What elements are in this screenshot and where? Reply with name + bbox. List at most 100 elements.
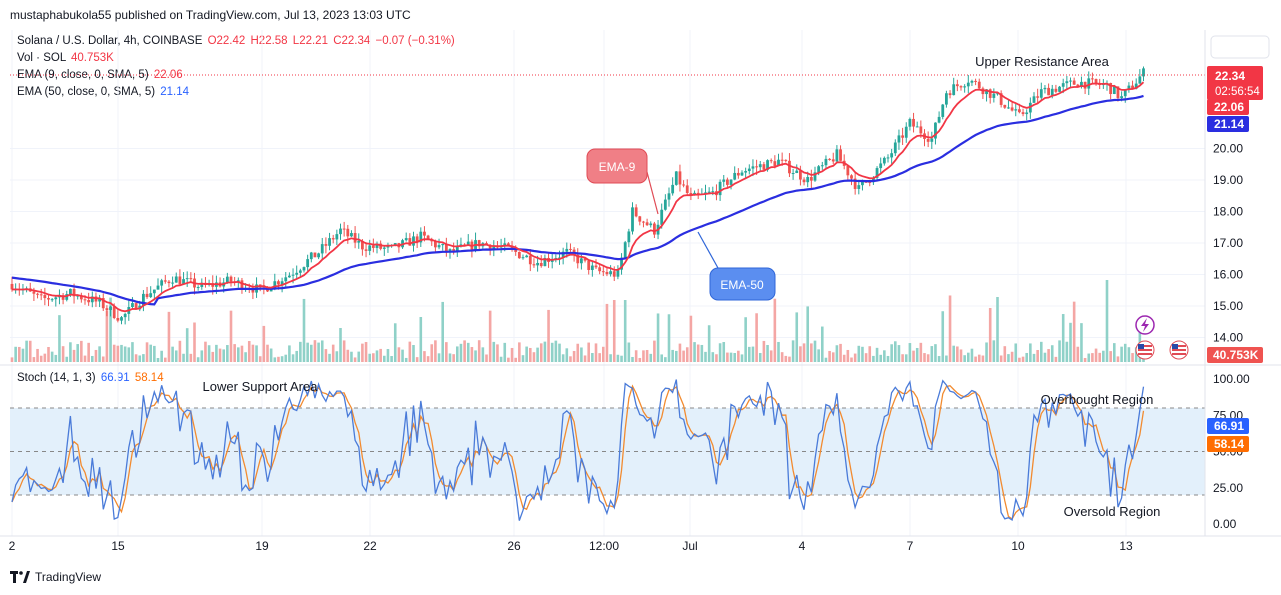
candle-body [912,118,915,127]
volume-bar [153,345,156,362]
volume-bar [160,350,163,362]
volume-bar [554,340,558,362]
volume-bar [503,342,507,362]
symbol-name[interactable]: Solana / U.S. Dollar, 4h, COINBASE [17,35,203,47]
candle-body [941,104,945,117]
ema50-price-label: 21.14 [1207,116,1249,132]
volume-bar [342,340,346,362]
symbol-legend: Solana / U.S. Dollar, 4h, COINBASE O22.4… [17,35,455,47]
volume-bar [693,342,696,362]
volume-bar [127,347,131,362]
volume-bar [923,353,926,362]
candle-body [736,172,740,176]
volume-bar [361,343,364,362]
candle-body [50,299,54,301]
volume-bar [185,328,189,362]
candle-body [594,265,598,268]
candle-body [1007,107,1010,109]
us-flag-event-icon-2[interactable] [1169,340,1189,360]
candle-body [434,241,437,248]
candle-body [10,283,14,290]
candle-body [258,284,262,286]
ema50-callout[interactable]: EMA-50 [697,231,776,301]
ema9-callout[interactable]: EMA-9 [586,148,659,215]
candle-body [379,243,383,249]
volume-bar [120,344,123,362]
candle-body [280,281,284,285]
ema50-label[interactable]: EMA (50, close, 0, SMA, 5) [17,86,156,98]
stoch-label[interactable]: Stoch (14, 1, 3) [17,372,96,384]
volume-bar [233,344,236,362]
candle-body [532,264,536,266]
candle-body [612,271,616,277]
volume-bar [401,349,404,362]
volume-bar [550,342,554,362]
volume-bar [98,346,101,362]
volume-bar [828,350,831,362]
candle-body [1087,78,1091,89]
candle-body [423,231,426,236]
volume-bar [788,356,791,362]
candle-body [543,257,547,267]
volume-bar [412,345,415,362]
candle-body [565,248,569,252]
volume-bar [872,355,875,362]
lightning-icon[interactable] [1135,315,1155,335]
volume-bar [123,346,127,362]
volume-bar [156,357,160,362]
candle-body [419,231,423,243]
volume-bar [930,346,934,362]
candle-body [1109,83,1113,95]
candle-body [802,179,806,183]
volume-bar [631,356,634,362]
volume-bar [518,342,521,362]
tradingview-logo[interactable]: TradingView [10,570,101,584]
time-tick-label: 19 [255,539,269,553]
candle-body [288,275,291,278]
candle-body [134,303,138,310]
ema50-value: 21.14 [160,86,190,98]
candle-body [251,289,255,293]
stoch-k-label: 66.91 [1207,418,1249,434]
volume-bar [959,349,963,362]
volume-bar [383,355,386,362]
candle-body [331,238,335,240]
volume-bar [1061,314,1065,362]
candle-body [711,191,715,193]
candle-body [295,272,299,275]
price-tick-label: 16.00 [1213,268,1243,282]
candle-body [977,81,981,89]
candle-body [631,207,634,232]
volume-bar [766,344,769,362]
volume-bar [324,349,328,362]
candle-body [696,192,700,195]
axis-settings-button[interactable] [1210,35,1270,59]
candle-body [839,149,842,161]
candle-body [955,84,959,87]
us-flag-event-icon[interactable] [1135,340,1155,360]
volume-bar [25,340,28,362]
candle-body [988,89,992,98]
low-value: L22.21 [292,35,328,47]
price-tick-label: 15.00 [1213,299,1243,313]
volume-bar [897,345,901,362]
volume-label[interactable]: Vol · SOL [17,52,66,64]
candle-body [1142,68,1145,77]
candle-body [455,246,459,252]
candle-body [937,116,941,123]
candle-body [1123,90,1127,97]
volume-bar [529,347,532,362]
volume-bar [861,346,864,362]
volume-bar [112,344,116,362]
candle-body [320,244,324,254]
candle-body [101,298,105,309]
overbought-label: Overbought Region [1041,392,1154,407]
ema9-price-label: 22.06 [1207,99,1249,115]
volume-bar [445,342,448,362]
volume-bar [1116,356,1120,362]
volume-bar [178,340,182,362]
volume-bar [999,355,1003,362]
candle-body [992,93,996,98]
volume-bar [1036,349,1039,362]
